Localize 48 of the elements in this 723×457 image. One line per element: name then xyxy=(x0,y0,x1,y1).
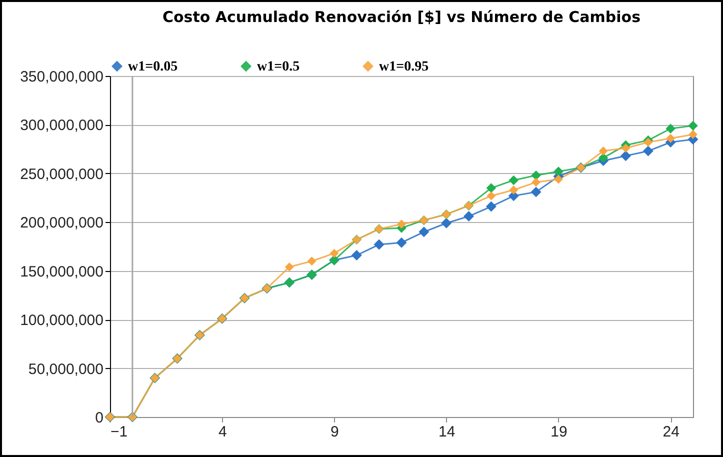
point xyxy=(530,186,542,198)
point xyxy=(351,250,362,261)
point xyxy=(644,138,653,147)
point xyxy=(486,191,496,200)
point xyxy=(531,170,541,180)
point xyxy=(532,178,541,187)
x-tick-label: −1 xyxy=(110,424,128,440)
point xyxy=(621,144,630,153)
point xyxy=(509,186,518,194)
point xyxy=(642,146,654,156)
x-tick-label: 4 xyxy=(218,424,227,440)
point xyxy=(284,262,294,272)
x-tick-label: 9 xyxy=(330,424,339,440)
y-tick-label: 0 xyxy=(95,410,104,426)
legend-label: w1=0.95 xyxy=(379,59,429,74)
y-tick-label: 250,000,000 xyxy=(20,166,104,183)
point xyxy=(554,166,564,176)
y-tick-label: 150,000,000 xyxy=(20,263,104,280)
point xyxy=(598,146,608,156)
point xyxy=(688,130,698,139)
point xyxy=(688,120,698,131)
point xyxy=(418,226,430,238)
y-tick-label: 350,000,000 xyxy=(20,68,104,86)
y-tick-label: 200,000,000 xyxy=(20,214,104,232)
point xyxy=(486,183,496,193)
x-tick-label: 14 xyxy=(438,424,456,440)
point xyxy=(620,150,631,162)
y-tick-label: 100,000,000 xyxy=(20,312,104,330)
point xyxy=(374,239,384,250)
chart-title: Costo Acumulado Renovación [$] vs Número de Cambios xyxy=(162,8,641,26)
legend-label: w1=0.5 xyxy=(257,59,300,74)
y-tick-label: 300,000,000 xyxy=(20,117,104,134)
point xyxy=(666,134,676,143)
x-tick-label: 24 xyxy=(662,424,680,440)
point xyxy=(464,211,474,222)
legend-label: w1=0.05 xyxy=(128,59,178,74)
point xyxy=(554,174,563,184)
point xyxy=(486,201,496,212)
point xyxy=(330,248,339,258)
point xyxy=(508,175,518,186)
x-tick-label: 19 xyxy=(550,424,568,440)
y-tick-label: 50,000,000 xyxy=(28,360,104,378)
point xyxy=(396,237,407,248)
point xyxy=(666,124,676,134)
point xyxy=(397,220,406,229)
point xyxy=(598,152,608,163)
point xyxy=(307,256,316,266)
point xyxy=(441,218,452,228)
